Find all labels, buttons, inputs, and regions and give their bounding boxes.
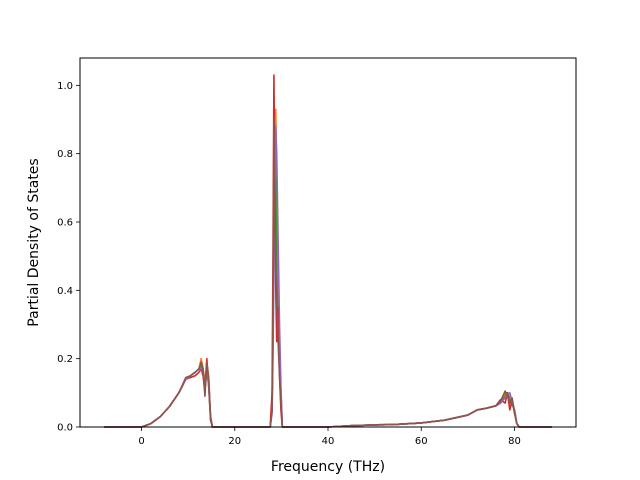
y-tick-label: 0.8 — [57, 149, 73, 160]
x-tick-label: 60 — [415, 436, 428, 447]
series-layer — [104, 74, 552, 428]
y-tick-label: 1.0 — [57, 81, 73, 92]
y-tick-label: 0.2 — [57, 354, 73, 365]
x-tick-label: 20 — [228, 436, 241, 447]
x-axis-label: Frequency (THz) — [271, 459, 385, 475]
y-tick-label: 0.6 — [57, 218, 73, 229]
y-axis-label: Partial Density of States — [26, 158, 42, 326]
y-tick-label: 0.0 — [57, 423, 73, 434]
y-tick-label: 0.4 — [57, 286, 73, 297]
x-tick-label: 80 — [508, 436, 521, 447]
series-line-6 — [104, 118, 552, 428]
x-axis: 0 20 40 60 80 — [138, 427, 521, 447]
x-tick-label: 0 — [138, 436, 144, 447]
y-axis: 0.0 0.2 0.4 0.6 0.8 1.0 — [57, 81, 80, 434]
x-tick-label: 40 — [322, 436, 335, 447]
